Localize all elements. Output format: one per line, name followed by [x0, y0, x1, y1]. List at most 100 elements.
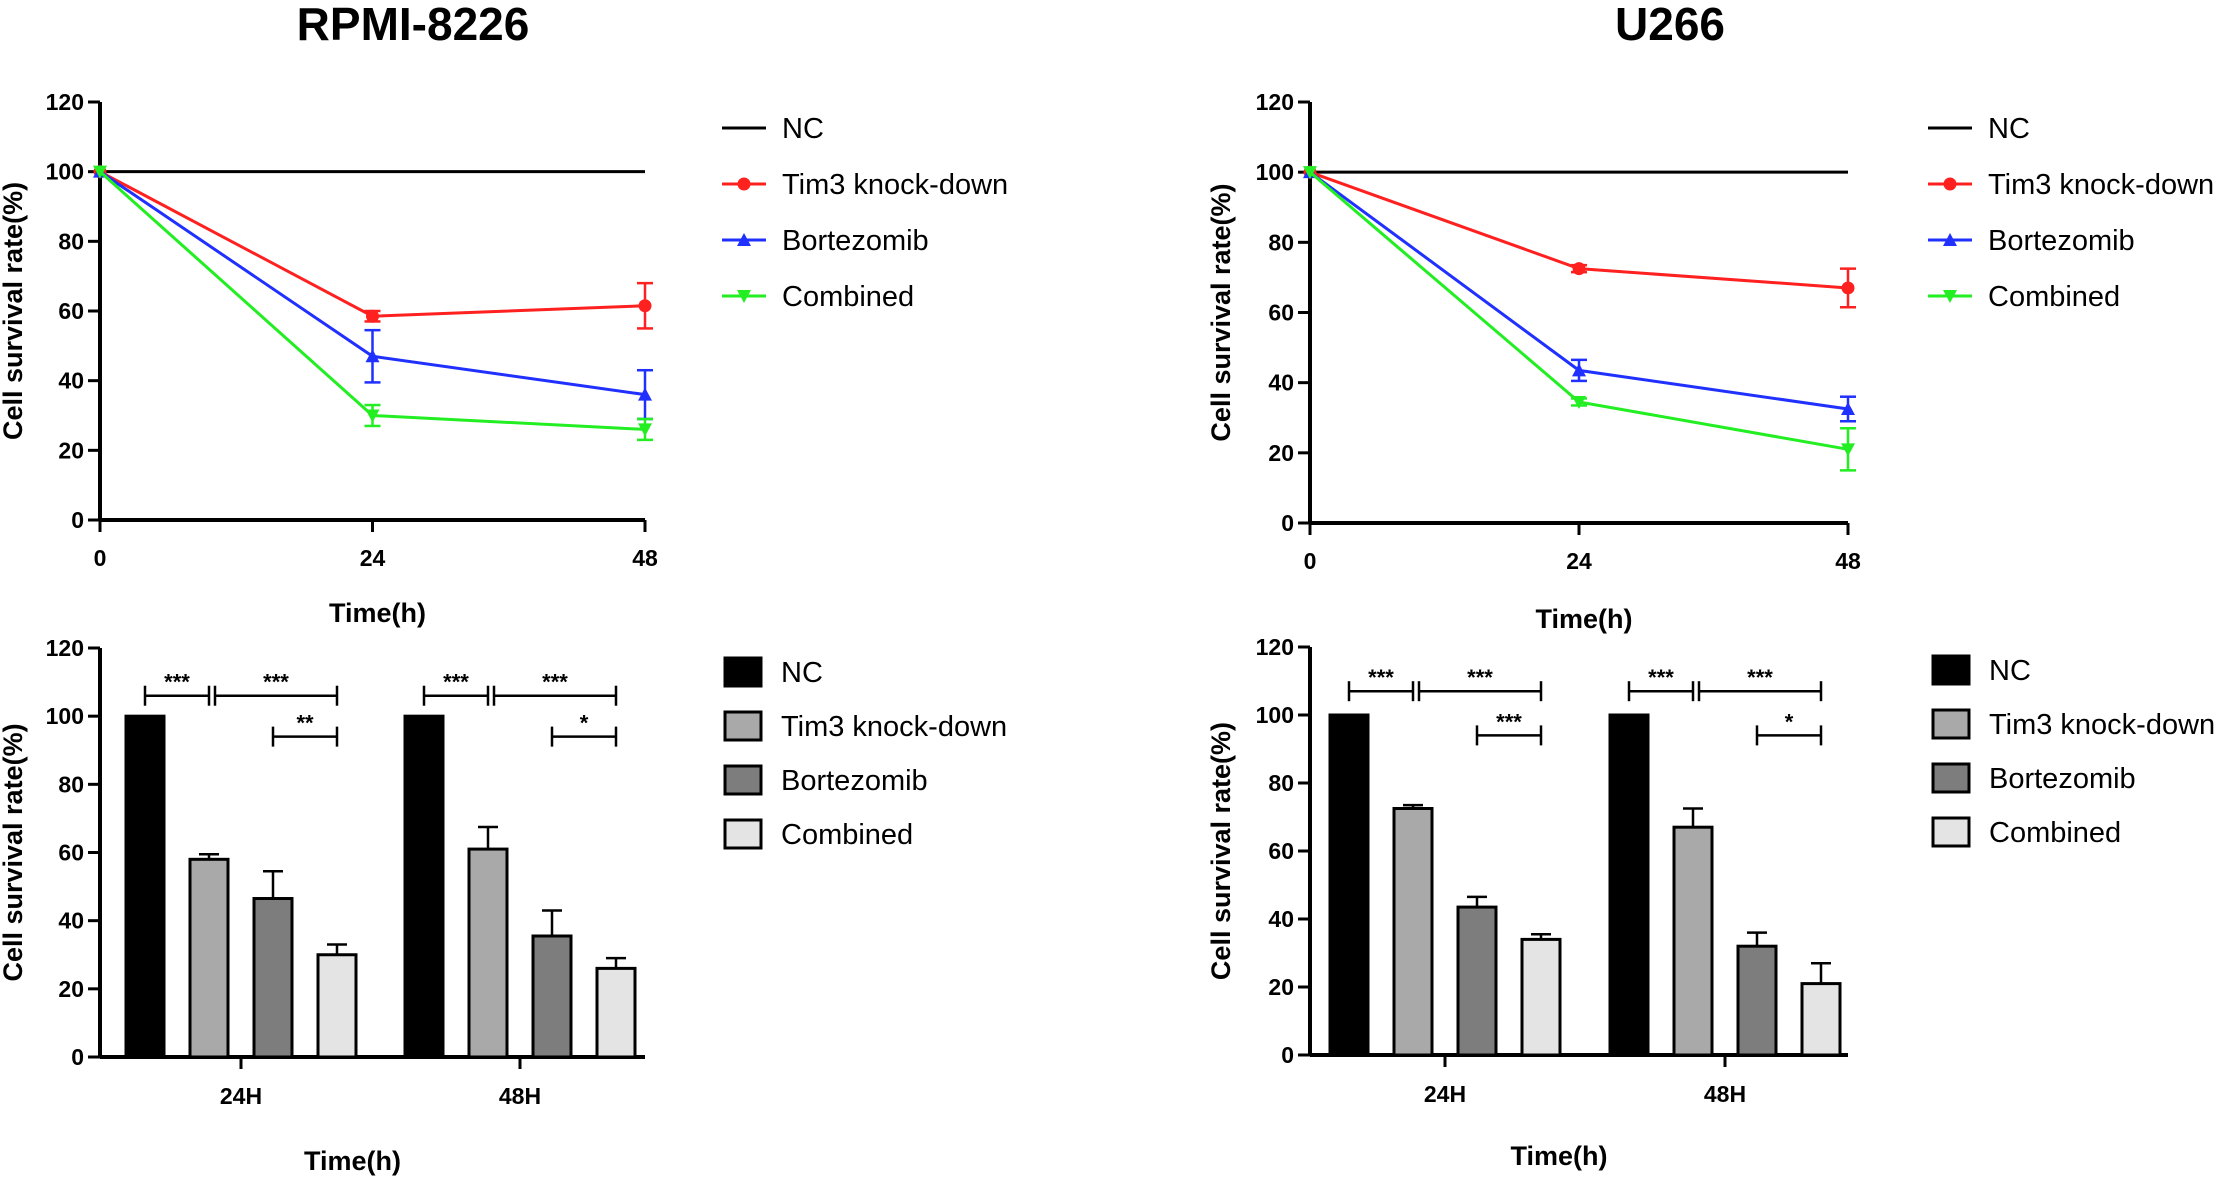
bar-u266-bar	[1738, 946, 1776, 1055]
bar-u266-legend-label: Tim3 knock-down	[1989, 709, 2215, 741]
bar-rpmi-x-tick-label: 24H	[220, 1083, 262, 1109]
bar-u266-legend-swatch	[1933, 710, 1969, 738]
bar-u266-legend-label: Bortezomib	[1989, 763, 2136, 795]
bar-rpmi: 0 20 40 60 80 100 120 Cell survival rate(%) 24H 4…	[0, 635, 1007, 1176]
bar-rpmi-bar	[533, 936, 571, 1057]
line-rpmi-title: RPMI-8226	[297, 0, 530, 50]
bar-u266-y-tick-label: 40	[1268, 906, 1294, 932]
line-rpmi-x-tick-label: 0	[94, 545, 107, 571]
line-u266-legend-label: Bortezomib	[1988, 225, 2135, 257]
line-rpmi-data-point	[366, 310, 379, 323]
bar-u266-x-tick-label: 24H	[1424, 1081, 1466, 1107]
bar-rpmi-sig-label: **	[296, 711, 314, 736]
bar-u266-ylabel: Cell survival rate(%)	[1206, 722, 1236, 980]
line-rpmi-series-3	[93, 166, 653, 440]
bar-rpmi-y-tick-label: 40	[58, 908, 84, 934]
bar-u266-bar	[1458, 907, 1496, 1055]
bar-rpmi-sig-label: ***	[164, 670, 190, 695]
bar-u266-bar	[1610, 715, 1648, 1055]
bar-rpmi-bar	[405, 716, 443, 1057]
line-u266-title: U266	[1615, 0, 1725, 50]
line-rpmi-ylabel: Cell survival rate(%)	[0, 182, 28, 440]
line-u266-x-tick-label: 48	[1835, 548, 1861, 574]
line-u266-x-tick-label: 0	[1304, 548, 1317, 574]
line-u266-legend-label: NC	[1988, 113, 2030, 145]
line-u266-legend-label: Tim3 knock-down	[1988, 169, 2214, 201]
bar-u266-bar	[1330, 715, 1368, 1055]
bar-u266-legend-swatch	[1933, 764, 1969, 792]
line-rpmi-series-line	[100, 172, 645, 430]
bar-rpmi-legend-label: Combined	[781, 819, 913, 851]
line-rpmi-x-tick-label: 48	[632, 545, 658, 571]
bar-rpmi-legend-swatch	[725, 712, 761, 740]
bar-u266-sig-label: ***	[1496, 709, 1522, 734]
bar-rpmi-sig-label: ***	[443, 670, 469, 695]
line-rpmi-series-2	[93, 165, 653, 419]
line-rpmi-legend-label: Bortezomib	[782, 225, 929, 257]
line-rpmi-y-tick-label: 20	[58, 437, 84, 463]
bar-u266-sig-label: ***	[1747, 665, 1773, 690]
line-u266-series-3	[1303, 166, 1856, 470]
bar-u266-y-tick-label: 100	[1256, 702, 1294, 728]
bar-u266: 0 20 40 60 80 100 120 Cell survival rate(%) 24H 4…	[1206, 634, 2215, 1171]
bar-rpmi-bar	[597, 968, 635, 1057]
bar-rpmi-legend-swatch	[725, 658, 761, 686]
line-u266-y-tick-label: 20	[1268, 440, 1294, 466]
bar-rpmi-y-tick-label: 80	[58, 771, 84, 797]
bar-u266-sig-label: ***	[1467, 665, 1493, 690]
line-rpmi-y-tick-label: 60	[58, 298, 84, 324]
bar-rpmi-bar	[254, 899, 292, 1057]
line-u266: 0 20 40 60 80 100 120 Cell survival rate(%) 0 24 4…	[1206, 0, 2214, 634]
line-rpmi-legend-label: NC	[782, 113, 824, 145]
bar-rpmi-y-tick-label: 20	[58, 976, 84, 1002]
bar-u266-x-tick-label: 48H	[1704, 1081, 1746, 1107]
line-rpmi-series-1	[94, 165, 654, 328]
bar-u266-legend-swatch	[1933, 818, 1969, 846]
line-u266-data-point	[1573, 262, 1586, 275]
line-u266-xlabel: Time(h)	[1535, 604, 1632, 634]
line-rpmi-legend-label: Combined	[782, 281, 914, 313]
line-u266-legend-label: Combined	[1988, 281, 2120, 313]
bar-u266-legend-label: NC	[1989, 655, 2031, 687]
bar-rpmi-ylabel: Cell survival rate(%)	[0, 723, 28, 981]
line-u266-y-tick-label: 40	[1268, 370, 1294, 396]
line-u266-y-tick-label: 0	[1281, 510, 1294, 536]
bar-rpmi-sig-label: ***	[542, 670, 568, 695]
bar-u266-xlabel: Time(h)	[1510, 1141, 1607, 1171]
bar-u266-y-tick-label: 60	[1268, 838, 1294, 864]
line-u266-ylabel: Cell survival rate(%)	[1206, 183, 1236, 441]
bar-rpmi-x-tick-label: 48H	[499, 1083, 541, 1109]
line-rpmi-x-tick-label: 24	[360, 545, 386, 571]
bar-u266-sig-label: ***	[1648, 665, 1674, 690]
bar-rpmi-xlabel: Time(h)	[304, 1146, 401, 1176]
bar-rpmi-sig-label: *	[580, 711, 589, 736]
line-rpmi-y-tick-label: 0	[71, 507, 84, 533]
bar-u266-bar	[1522, 939, 1560, 1055]
bar-rpmi-bar	[190, 859, 228, 1057]
bar-rpmi-legend-label: NC	[781, 657, 823, 689]
bar-rpmi-legend-label: Bortezomib	[781, 765, 928, 797]
bar-u266-legend-swatch	[1933, 656, 1969, 684]
line-u266-y-tick-label: 120	[1256, 89, 1294, 115]
line-rpmi-data-point	[639, 299, 652, 312]
line-rpmi: 0 20 40 60 80 100 120 Cell survival rate(%) 0 24 4…	[0, 0, 1008, 628]
bar-u266-bar	[1394, 809, 1432, 1056]
line-rpmi-y-tick-label: 100	[46, 159, 84, 185]
bar-rpmi-legend-swatch	[725, 766, 761, 794]
bar-rpmi-y-tick-label: 100	[46, 703, 84, 729]
figure: 0 20 40 60 80 100 120 Cell survival rate(%) 0 24 4…	[0, 0, 2220, 1178]
bar-rpmi-sig-label: ***	[263, 670, 289, 695]
bar-rpmi-legend-label: Tim3 knock-down	[781, 711, 1007, 743]
bar-u266-bar	[1674, 827, 1712, 1055]
bar-u266-sig-label: ***	[1368, 665, 1394, 690]
bar-rpmi-bar	[469, 849, 507, 1057]
bar-u266-legend-label: Combined	[1989, 817, 2121, 849]
bar-u266-y-tick-label: 120	[1256, 634, 1294, 660]
line-u266-legend-marker	[1944, 178, 1957, 191]
line-rpmi-xlabel: Time(h)	[329, 598, 426, 628]
bar-u266-bar	[1802, 984, 1840, 1055]
bar-rpmi-bar	[126, 716, 164, 1057]
bar-rpmi-bar	[318, 955, 356, 1057]
bar-u266-y-tick-label: 0	[1281, 1042, 1294, 1068]
bar-u266-sig-label: *	[1785, 709, 1794, 734]
